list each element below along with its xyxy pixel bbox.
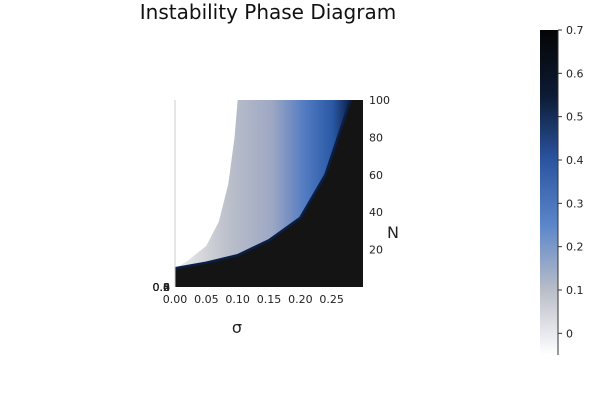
y-overlap-tick-label: 0.4 bbox=[153, 281, 171, 294]
y-tick-label: 60 bbox=[369, 169, 383, 182]
colorbar bbox=[540, 30, 558, 355]
y-overlap-tick-label: 0.8 bbox=[153, 281, 171, 294]
colorbar-tick-label: 0.1 bbox=[566, 284, 584, 297]
y-overlap-tick-label: 0.0 bbox=[153, 281, 171, 294]
x-tick-label: 0.25 bbox=[319, 293, 344, 306]
colorbar-tick-label: 0.5 bbox=[566, 111, 584, 124]
y-axis-label: N bbox=[387, 223, 399, 242]
colorbar-tick-label: 0.2 bbox=[566, 241, 584, 254]
colorbar-tick-label: 0.3 bbox=[566, 197, 584, 210]
y-overlap-tick-label: 0.6 bbox=[153, 281, 171, 294]
x-tick-label: 0.15 bbox=[257, 293, 282, 306]
x-tick-label: 0.10 bbox=[225, 293, 250, 306]
y-tick-label: 100 bbox=[369, 94, 390, 107]
colorbar-tick-label: 0.7 bbox=[566, 24, 584, 37]
y-tick-label: 20 bbox=[369, 244, 383, 257]
x-tick-label: 0.00 bbox=[163, 293, 188, 306]
colorbar-tick-label: 0.4 bbox=[566, 154, 584, 167]
phase-boundary bbox=[175, 100, 352, 270]
y-tick-label: 80 bbox=[369, 131, 383, 144]
x-tick-label: 0.20 bbox=[288, 293, 313, 306]
colorbar-ticks: 0 0.1 0.2 0.3 0.4 0.5 0.6 0.7 bbox=[558, 24, 584, 340]
y-overlap-tick-labels: 0.00.20.40.60.8 bbox=[153, 281, 171, 294]
y-tick-label: 40 bbox=[369, 206, 383, 219]
x-axis-label: σ bbox=[232, 318, 242, 337]
x-tick-label: 0.05 bbox=[194, 293, 219, 306]
y-overlap-tick-label: 0.2 bbox=[153, 281, 171, 294]
stable-region bbox=[175, 100, 363, 287]
plot-area bbox=[175, 100, 363, 287]
colorbar-tick-label: 0.6 bbox=[566, 67, 584, 80]
y-tick-labels: 20 40 60 80 100 bbox=[369, 94, 390, 257]
unstable-region bbox=[175, 100, 351, 269]
colorbar-tick-label: 0 bbox=[566, 327, 573, 340]
chart-title: Instability Phase Diagram bbox=[140, 0, 396, 24]
x-tick-labels: 0.00 0.05 0.10 0.15 0.20 0.25 bbox=[163, 293, 344, 306]
